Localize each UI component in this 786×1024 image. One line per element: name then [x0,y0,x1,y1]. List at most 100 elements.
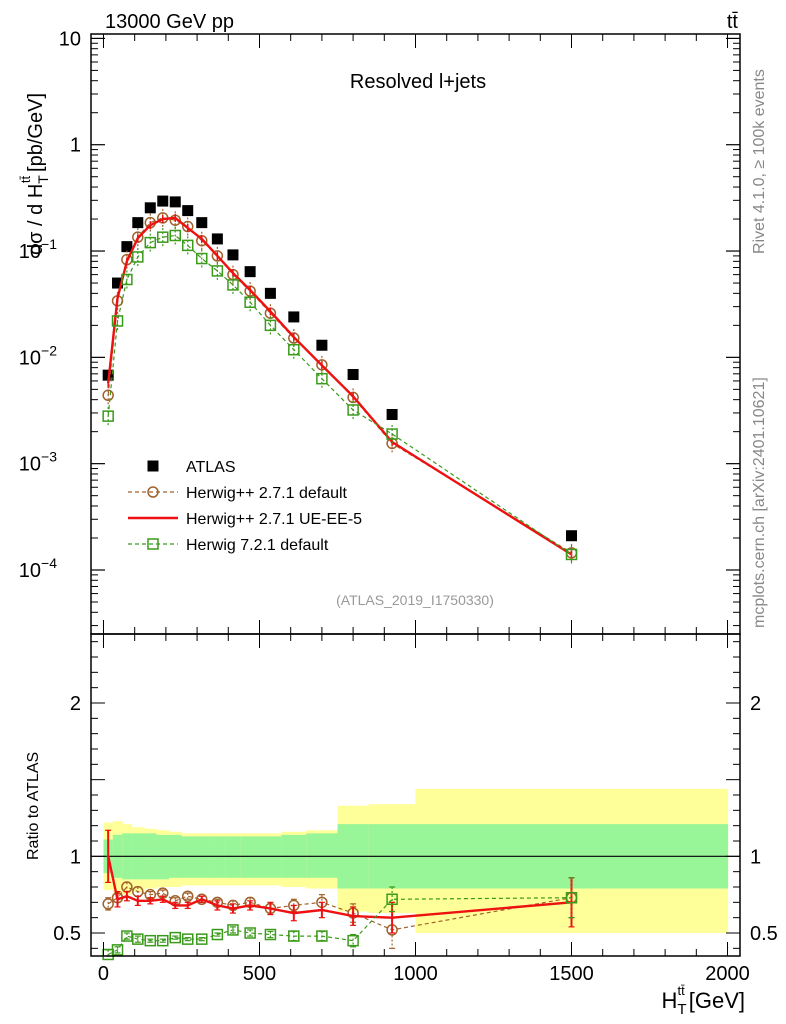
herwig7-point [196,252,208,265]
herwig7-ratio-point [111,944,124,956]
herwigpp-default-ratio-point [102,898,114,910]
herwig7-ratio-point [264,928,277,941]
x-tick-label: 1000 [393,963,438,985]
legend-label: Herwig 7.2.1 default [186,537,329,554]
herwig7-ratio-point [157,934,169,947]
ratio-band-inner [240,836,261,878]
herwig7-point [169,229,181,242]
herwigpp-default-point [102,389,114,402]
herwig7-point [227,279,239,291]
atlas-data-point [211,233,223,245]
herwig7-point [288,343,300,356]
atlas-data-point [386,409,398,421]
ratio-y-tick-label: 0.5 [53,923,81,945]
energy-label: 13000 GeV pp [105,11,234,33]
herwig7-point [347,404,359,416]
herwig7-point [144,236,157,249]
herwig7-point [157,231,169,243]
herwig7-ratio-line [107,897,572,956]
herwig7-point [132,251,144,263]
herwig7-point [211,265,224,277]
ratio-series-group [102,829,578,961]
atlas-data-point [112,277,124,289]
atlas-data-point [227,249,239,261]
x-tick-label: 500 [243,963,276,985]
atlas-data-point [144,202,156,214]
herwig7-ratio-point [288,930,300,942]
atlas-data-point [132,217,144,229]
main-y-tick-label: 10−4 [19,555,57,582]
ratio-y-tick-label-right: 0.5 [750,923,778,945]
x-axis-label: HTtt̄ [GeV] [661,983,745,1018]
legend-label: Herwig++ 2.7.1 default [186,485,348,502]
chart-title: Resolved l+jets [350,71,486,93]
herwigpp_ueee5-ratio-line [107,856,572,919]
atlas-data-point [157,195,169,207]
herwig7-point [121,273,133,286]
herwig7-point [111,315,124,327]
ratio-band-inner [306,833,339,878]
main-y-tick-label: 10−2 [19,342,57,369]
ratio-band-inner [181,836,195,878]
herwigpp-default-point [288,332,300,344]
ueee5-line [107,216,573,556]
x-tick-label: 2000 [705,963,750,985]
ratio-y-tick-label-right: 2 [750,693,761,715]
herwig7-ratio-point [181,933,194,945]
ratio-band-inner [225,836,242,878]
rivet-version-label: Rivet 4.1.0, ≥ 100k events [751,69,768,254]
legend-marker-atlas [147,460,159,472]
ratio-uncertainty-bands [103,788,729,933]
herwig7-ratio-point [121,930,133,942]
atlas-data-point [196,217,208,229]
main-y-tick-label: 10 [59,28,81,50]
herwig7-ratio-point [347,934,359,947]
atlas-data-point [288,311,300,323]
atlas-data-point [182,205,194,217]
herwig7-ratio-point [227,924,239,936]
herwig7-point [244,296,256,308]
herwig7-ratio-point [196,933,208,945]
atlas-data-point [121,241,133,253]
legend-label: Herwig++ 2.7.1 UE-EE-5 [186,511,362,528]
main-series-group [102,195,578,564]
ratio-band-inner [209,836,226,878]
ratio-band-inner [193,836,211,878]
herwig7-ratio-point [386,893,398,906]
main-y-tick-exponent: −1 [41,236,57,252]
main-y-tick-exponent: −2 [41,342,57,358]
herwig7-point [181,239,194,252]
herwigpp-default-point [211,250,224,262]
ratio-band-inner [156,834,170,880]
herwig7-ratio-point [144,934,157,947]
x-tick-label: 1500 [549,963,594,985]
herwig7-ratio-point [565,891,578,904]
process-label: tt̄ [727,11,739,33]
herwig7-ratio-point [244,927,256,939]
herwig7-point [386,428,398,440]
atlas-data-point [244,266,256,278]
herwigpp_default-line [107,217,572,554]
herwig7-point [565,548,578,561]
main-y-tick-label: 10−3 [19,449,57,476]
analysis-tag: (ATLAS_2019_I1750330) [336,592,494,608]
ratio-y-axis-label: Ratio to ATLAS [25,752,42,860]
ratio-y-tick-label: 1 [70,846,81,868]
ratio-y-tick-label: 2 [70,693,81,715]
ratio-band-inner [259,836,282,878]
herwig7-point [102,410,114,422]
main-y-tick-label: 10−1 [19,236,57,263]
x-tick-label: 0 [98,963,109,985]
legend: ATLAS Herwig++ 2.7.1 default Herwig++ 2.7.… [128,459,362,554]
herwigpp-default-ratio-point [181,890,194,902]
herwig7-ratio-point [169,931,181,944]
herwig7-point [316,372,328,385]
main-y-tick-exponent: −3 [41,449,57,465]
mcplots-source-label: mcplots.cern.ch [arXiv:2401.10621] [751,377,768,628]
herwigpp-default-ratio-point [196,893,208,906]
atlas-data-point [316,339,328,351]
ratio-y-tick-label-right: 1 [750,846,761,868]
atlas-data-point [347,368,359,380]
